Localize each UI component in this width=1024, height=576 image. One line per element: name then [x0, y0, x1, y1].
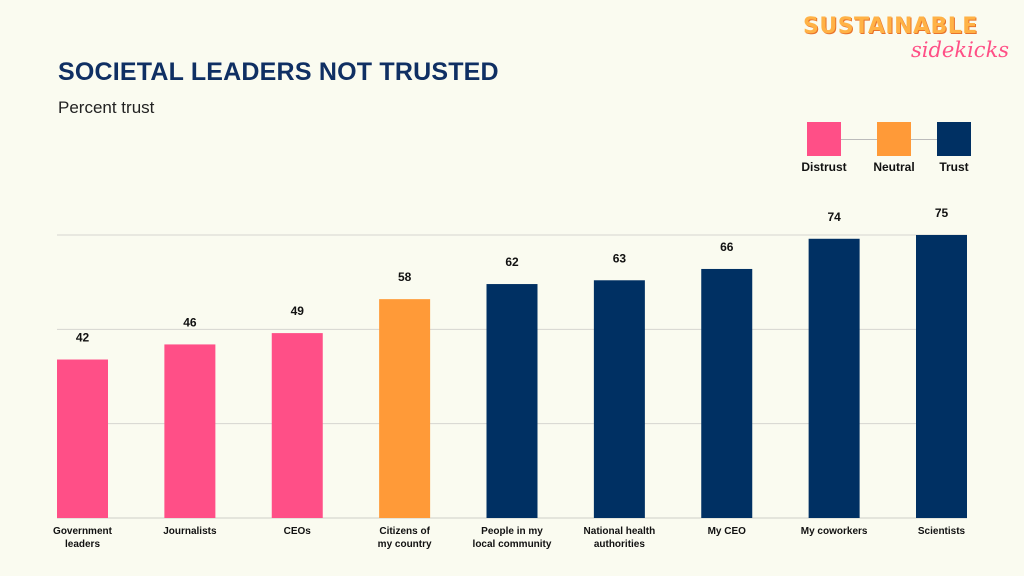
- x-tick-label-line: authorities: [594, 539, 646, 550]
- legend-label-neutral: Neutral: [873, 160, 915, 174]
- x-tick-label-line: Government: [53, 526, 113, 537]
- bar-value-label-3: 49: [291, 304, 305, 318]
- logo-sub-text: sidekicks: [911, 38, 1010, 62]
- x-tick-label-line: National health: [584, 526, 656, 537]
- bar-4: [379, 299, 431, 518]
- bar-value-label-1: 42: [76, 331, 90, 345]
- chart-legend: Distrust Neutral Trust: [801, 122, 977, 178]
- chart-title: SOCIETAL LEADERS NOT TRUSTED: [58, 58, 499, 86]
- legend-swatch-distrust: [807, 122, 841, 156]
- legend-item-neutral: Neutral: [859, 122, 929, 174]
- bar-2: [164, 344, 216, 518]
- x-tick-label-line: Citizens of: [379, 526, 430, 537]
- legend-item-trust: Trust: [919, 122, 989, 174]
- legend-label-distrust: Distrust: [801, 160, 847, 174]
- x-tick-label-5: People in my local community: [473, 526, 552, 550]
- x-tick-label-line: My coworkers: [801, 526, 868, 537]
- x-tick-label-6: National health authorities: [584, 526, 656, 550]
- x-tick-label-line: Scientists: [918, 526, 966, 537]
- bar-value-label-7: 66: [720, 240, 734, 254]
- bar-value-label-5: 62: [505, 255, 519, 269]
- x-tick-label-line: CEOs: [284, 526, 312, 537]
- bar-value-label-8: 74: [827, 210, 841, 224]
- bar-6: [593, 280, 645, 518]
- legend-item-distrust: Distrust: [789, 122, 859, 174]
- bar-9: [916, 235, 967, 518]
- legend-swatch-neutral: [877, 122, 911, 156]
- bar-value-label-9: 75: [935, 206, 949, 220]
- x-tick-label-line: leaders: [65, 539, 100, 550]
- bar-3: [271, 333, 323, 518]
- bar-8: [808, 238, 860, 519]
- bar-value-label-6: 63: [613, 251, 627, 265]
- chart-subtitle: Percent trust: [58, 98, 155, 117]
- x-tick-label-line: Journalists: [163, 526, 217, 537]
- x-tick-label-line: People in my: [481, 526, 543, 537]
- logo-main-text: SUSTAINABLE: [803, 14, 978, 39]
- bar-1: [57, 359, 108, 518]
- x-tick-label-9: Scientists: [918, 526, 966, 537]
- legend-swatch-trust: [937, 122, 971, 156]
- x-tick-label-1: Government leaders: [53, 526, 113, 550]
- x-tick-label-line: My CEO: [708, 526, 747, 537]
- x-tick-label-line: local community: [473, 539, 552, 550]
- bar-value-label-2: 46: [183, 315, 197, 329]
- x-tick-label-4: Citizens of my country: [378, 526, 432, 550]
- x-tick-label-2: Journalists: [163, 526, 217, 537]
- bar-5: [486, 284, 538, 518]
- bar-value-label-4: 58: [398, 270, 412, 284]
- x-tick-label-8: My coworkers: [801, 526, 868, 537]
- x-tick-label-line: my country: [378, 539, 432, 550]
- bar-7: [701, 268, 753, 518]
- x-tick-label-7: My CEO: [708, 526, 747, 537]
- x-tick-label-3: CEOs: [284, 526, 312, 537]
- legend-label-trust: Trust: [939, 160, 969, 174]
- brand-logo: SUSTAINABLE sidekicks: [803, 14, 1013, 74]
